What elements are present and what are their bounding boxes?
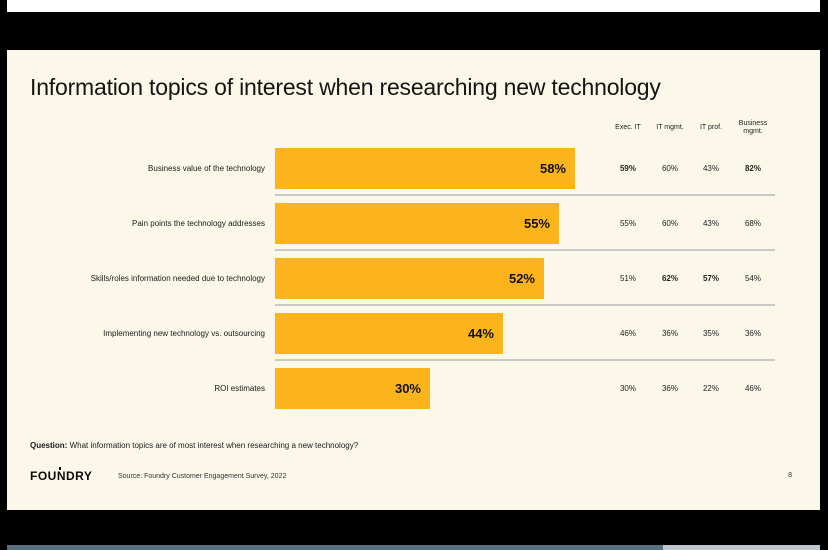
chart-row: ROI estimates 30% 30% 36% 22% 46% xyxy=(7,361,820,416)
bar: 44% xyxy=(275,313,503,354)
video-progress-bar[interactable] xyxy=(7,545,820,550)
table-cell: 22% xyxy=(702,384,719,393)
table-cell: 60% xyxy=(661,219,678,228)
bar-value-label: 30% xyxy=(394,381,421,396)
table-cell: 60% xyxy=(661,164,678,173)
table-cell: 46% xyxy=(744,384,761,393)
bar-value-label: 55% xyxy=(523,216,550,231)
table-cell: 62% xyxy=(661,274,678,283)
source-text: Source: Foundry Customer Engagement Surv… xyxy=(118,473,287,480)
slide: Information topics of interest when rese… xyxy=(7,50,820,510)
column-header-it-mgmt: IT mgmt. xyxy=(656,123,684,131)
table-cell: 82% xyxy=(744,164,761,173)
chart-row: Business value of the technology 58% 59%… xyxy=(7,141,820,196)
row-separator xyxy=(275,249,775,251)
category-label: Business value of the technology xyxy=(148,164,265,173)
bar-value-label: 52% xyxy=(508,271,535,286)
question-text: What information topics are of most inte… xyxy=(67,441,359,450)
category-label: Implementing new technology vs. outsourc… xyxy=(103,329,265,338)
table-cell: 36% xyxy=(661,384,678,393)
column-header-it-prof: IT prof. xyxy=(699,123,723,131)
bar: 58% xyxy=(275,148,575,189)
table-cell: 30% xyxy=(619,384,636,393)
table-cell: 46% xyxy=(619,329,636,338)
page-number: 8 xyxy=(788,472,792,479)
row-separator xyxy=(275,304,775,306)
top-white-strip xyxy=(7,0,820,12)
category-label: Skills/roles information needed due to t… xyxy=(90,274,265,283)
category-label: Pain points the technology addresses xyxy=(132,219,265,228)
bar-value-label: 44% xyxy=(467,326,494,341)
bar: 52% xyxy=(275,258,544,299)
bar: 30% xyxy=(275,368,430,409)
chart-row: Pain points the technology addresses 55%… xyxy=(7,196,820,251)
slide-title: Information topics of interest when rese… xyxy=(30,74,661,100)
question-label: Question: xyxy=(30,441,68,450)
table-cell: 54% xyxy=(744,274,761,283)
table-cell: 68% xyxy=(744,219,761,228)
chart-row: Implementing new technology vs. outsourc… xyxy=(7,306,820,361)
table-cell: 36% xyxy=(661,329,678,338)
table-cell: 43% xyxy=(702,219,719,228)
table-cell: 51% xyxy=(619,274,636,283)
table-cell: 59% xyxy=(619,164,636,173)
bar-value-label: 58% xyxy=(539,161,566,176)
row-separator xyxy=(275,359,775,361)
foundry-logo: FOUNDRY xyxy=(30,467,93,483)
chart-row: Skills/roles information needed due to t… xyxy=(7,251,820,306)
table-cell: 57% xyxy=(702,274,719,283)
bar: 55% xyxy=(275,203,559,244)
row-separator xyxy=(275,194,775,196)
table-cell: 36% xyxy=(744,329,761,338)
video-progress-played xyxy=(7,545,663,550)
question-note: Question: What information topics are of… xyxy=(30,441,358,450)
column-header-business-mgmt: Business mgmt. xyxy=(738,119,768,135)
table-cell: 55% xyxy=(619,219,636,228)
table-cell: 35% xyxy=(702,329,719,338)
category-label: ROI estimates xyxy=(214,384,265,393)
column-header-exec-it: Exec. IT xyxy=(615,123,641,131)
table-cell: 43% xyxy=(702,164,719,173)
